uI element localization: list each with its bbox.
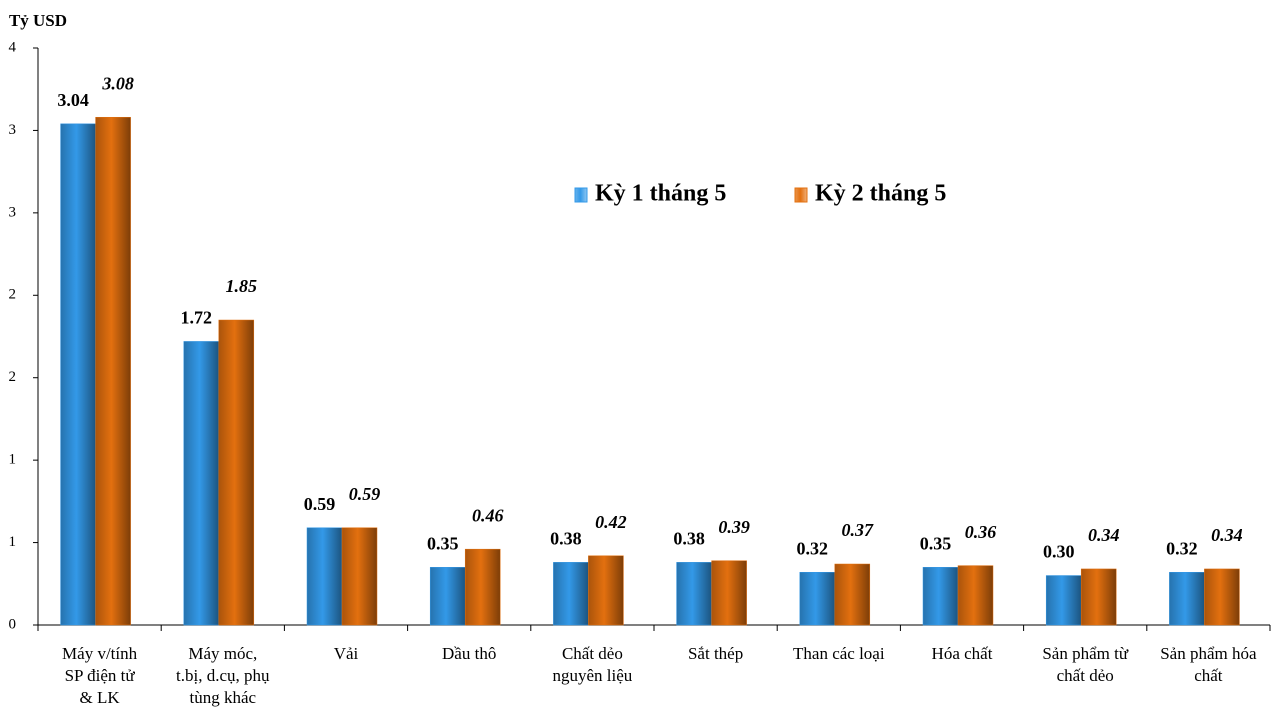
- legend-swatch: [794, 187, 808, 203]
- bar: [922, 567, 959, 626]
- x-tick-label: Vải: [333, 644, 359, 663]
- value-label: 3.08: [101, 73, 134, 93]
- x-tick-label: Sản phẩm từ chất dẻo: [1042, 644, 1129, 685]
- bar: [429, 567, 466, 626]
- legend-swatch: [574, 187, 588, 203]
- bar: [834, 563, 871, 626]
- bar: [676, 562, 712, 626]
- value-label: 0.38: [673, 528, 705, 548]
- y-tick-label: 1: [9, 452, 17, 468]
- bar: [183, 341, 220, 626]
- value-label: 0.39: [718, 517, 750, 537]
- value-label: 0.32: [1166, 538, 1198, 558]
- y-tick-label: 3: [9, 204, 17, 220]
- value-label: 1.85: [226, 276, 258, 296]
- value-label: 0.46: [472, 505, 504, 525]
- x-tick-label: Hóa chất: [931, 644, 993, 663]
- bar: [218, 319, 255, 626]
- value-label: 0.36: [965, 522, 997, 542]
- bar: [1080, 568, 1117, 626]
- value-label: 0.34: [1211, 525, 1243, 545]
- value-label: 0.42: [595, 512, 627, 532]
- bar: [306, 527, 343, 626]
- bar: [1045, 575, 1082, 626]
- x-tick-label: Máy v/tính SP điện tử & LK: [62, 644, 138, 707]
- y-axis-label: Tỷ USD: [9, 11, 67, 30]
- value-label: 0.59: [304, 494, 336, 514]
- bar: [553, 562, 589, 626]
- bar: [588, 555, 624, 626]
- value-label: 0.34: [1088, 525, 1120, 545]
- value-label: 0.35: [920, 533, 952, 553]
- legend-label: Kỳ 1 tháng 5: [595, 181, 726, 207]
- x-tick-label: Sản phẩm hóa chất: [1160, 644, 1257, 685]
- bar: [1204, 568, 1240, 626]
- legend-label: Kỳ 2 tháng 5: [815, 181, 946, 207]
- bar: [95, 116, 131, 626]
- bar: [464, 548, 501, 626]
- value-label: 1.72: [181, 308, 213, 328]
- y-tick-label: 2: [9, 287, 17, 303]
- x-tick-label: Chất dẻo nguyên liệu: [552, 644, 633, 685]
- bar: [1169, 571, 1205, 626]
- x-tick-label: Máy móc, t.bị, d.cụ, phụ tùng khác: [176, 644, 270, 707]
- bar: [957, 565, 994, 626]
- x-tick-label: Than các loại: [793, 644, 885, 663]
- y-tick-label: 0: [9, 616, 17, 632]
- x-tick-label: Dầu thô: [442, 644, 497, 663]
- bar: [799, 571, 836, 626]
- value-label: 0.30: [1043, 542, 1075, 562]
- value-label: 0.59: [349, 484, 381, 504]
- x-tick-label: Sắt thép: [687, 644, 744, 663]
- y-tick-label: 4: [9, 39, 17, 55]
- value-label: 0.38: [550, 528, 582, 548]
- y-tick-label: 3: [9, 122, 17, 138]
- bar: [341, 527, 378, 626]
- value-label: 0.37: [842, 520, 875, 540]
- value-label: 0.35: [427, 533, 459, 553]
- bar: [60, 123, 96, 626]
- bar: [711, 560, 747, 626]
- y-tick-label: 2: [9, 369, 17, 385]
- value-label: 0.32: [797, 538, 829, 558]
- y-tick-label: 1: [9, 534, 17, 550]
- value-label: 3.04: [57, 90, 89, 110]
